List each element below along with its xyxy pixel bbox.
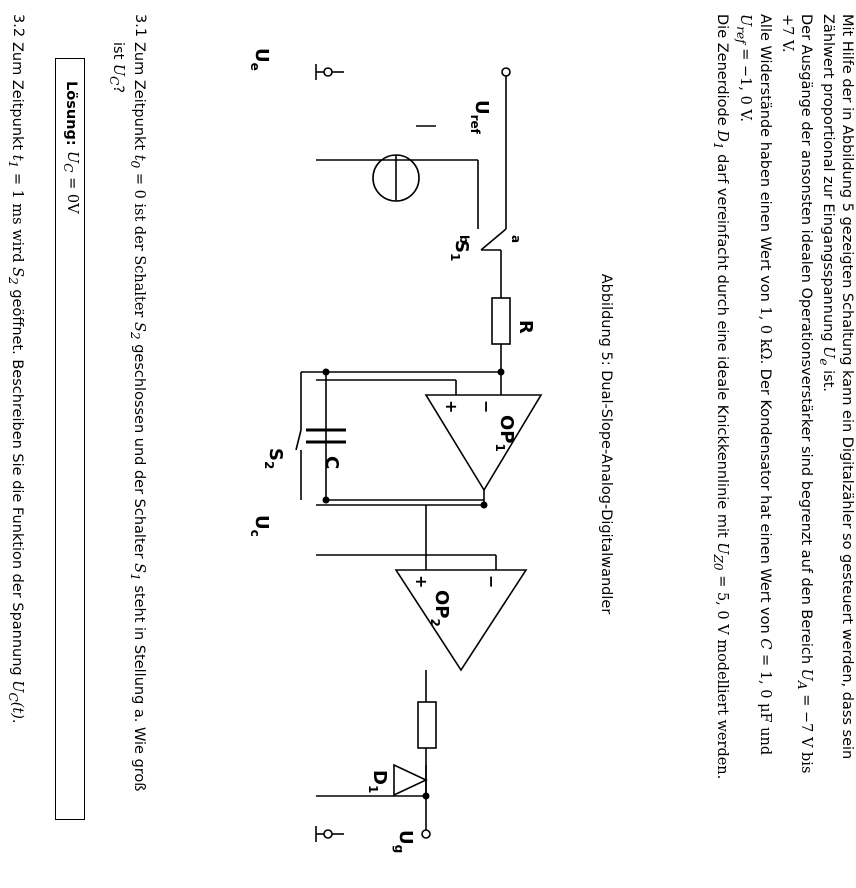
question-number-3-1: 3.1: [132, 14, 148, 38]
label-op2-plus: +: [412, 575, 431, 588]
label-op1-plus: +: [442, 400, 461, 413]
question-3-2-line-1: Zum Zeitpunkt t1 = 1 ms wird S2 geöffnet…: [6, 42, 25, 724]
label-uref: Uref: [468, 100, 492, 135]
label-b: b: [457, 235, 471, 244]
junction-cap-top: [322, 368, 330, 376]
question-3-1-line-2: ist UC?: [107, 42, 126, 94]
label-s1: S1: [448, 240, 472, 261]
question-number-3-2: 3.2: [10, 14, 26, 38]
label-op2: OP2: [428, 590, 452, 627]
label-d1: D1: [366, 770, 390, 793]
zener-diode-d1: [393, 763, 428, 797]
solution-value: UC = 0V: [61, 151, 80, 214]
label-ug: Ug: [392, 830, 416, 853]
switch-s2-blade: [295, 429, 302, 451]
label-a: a: [509, 235, 523, 243]
junction-op1-out: [480, 501, 488, 509]
resistor-op2-out: [417, 701, 437, 749]
figure-caption: Abbildung 5: Dual-Slope-Analog-Digitalwa…: [598, 273, 614, 615]
ug-terminal: [421, 829, 431, 839]
junction-op1-in: [497, 368, 505, 376]
label-op2-minus: −: [482, 575, 501, 588]
op1-triangle: [424, 394, 543, 492]
label-c: C: [321, 456, 342, 469]
question-3-1-line-1: Zum Zeitpunkt t0 = 0 ist der Schalter S2…: [128, 42, 147, 792]
label-uc: Uc: [248, 515, 272, 537]
resistor-r: [491, 297, 511, 345]
label-op1-minus: −: [477, 400, 496, 413]
junction-cap-bottom: [322, 496, 330, 504]
ue-terminal: [501, 67, 511, 77]
label-r: R: [515, 320, 536, 334]
op2-triangle: [394, 569, 528, 672]
solution-box: Lösung: UC = 0V: [55, 58, 85, 820]
junction-diode: [422, 792, 430, 800]
label-s2: S2: [262, 448, 286, 469]
label-ue: Ue: [248, 48, 272, 71]
solution-label: Lösung:: [63, 81, 79, 146]
switch-s1-blade: [480, 228, 507, 251]
label-op1: OP1: [493, 415, 517, 452]
